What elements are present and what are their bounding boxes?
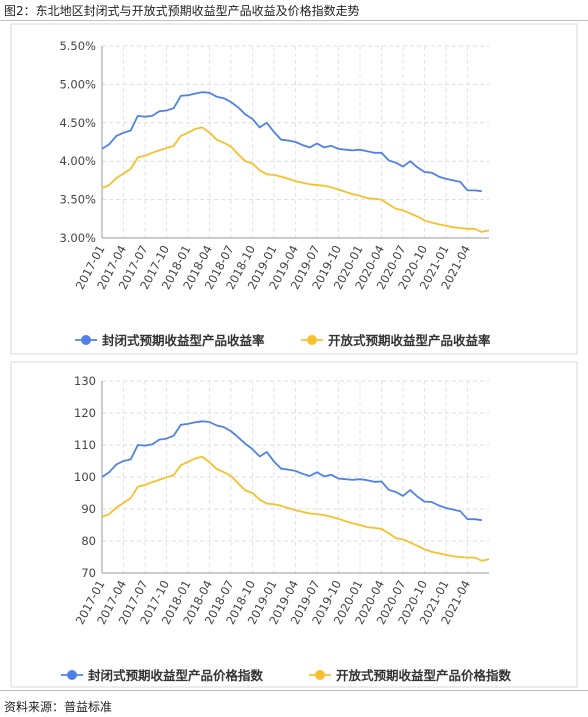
figure-title: 图2：东北地区封闭式与开放式预期收益型产品收益及价格指数走势 bbox=[4, 4, 360, 18]
legend-label-2: 开放式预期收益型产品收益率 bbox=[328, 333, 491, 348]
y-tick-label: 100 bbox=[74, 470, 96, 484]
legend-label-2: 开放式预期收益型产品价格指数 bbox=[336, 668, 512, 683]
y-tick-label: 4.00% bbox=[59, 154, 96, 168]
bottom-rule bbox=[0, 690, 588, 691]
y-tick-label: 90 bbox=[81, 502, 96, 516]
series-line-2 bbox=[101, 455, 490, 562]
legend-marker-1 bbox=[67, 670, 77, 680]
chart-frame bbox=[10, 23, 578, 355]
price-index-chart: 7080901001101201302017-012017-042017-072… bbox=[10, 361, 578, 688]
series-line-1 bbox=[101, 91, 482, 193]
y-tick-label: 5.50% bbox=[59, 39, 96, 53]
yield-rate-chart: 3.00%3.50%4.00%4.50%5.00%5.50%2017-01201… bbox=[10, 23, 578, 355]
y-tick-label: 120 bbox=[74, 406, 96, 420]
y-tick-label: 3.00% bbox=[59, 231, 96, 245]
top-rule bbox=[0, 20, 588, 21]
legend-marker-2 bbox=[315, 670, 325, 680]
source-note: 资料来源：普益标准 bbox=[4, 700, 113, 714]
legend-label-1: 封闭式预期收益型产品价格指数 bbox=[88, 668, 264, 683]
y-tick-label: 5.00% bbox=[59, 77, 96, 91]
chart-frame bbox=[10, 361, 578, 688]
legend-marker-1 bbox=[81, 335, 91, 345]
y-tick-label: 3.50% bbox=[59, 193, 96, 207]
y-tick-label: 80 bbox=[81, 534, 96, 548]
y-tick-label: 70 bbox=[81, 566, 96, 580]
y-tick-label: 110 bbox=[74, 438, 96, 452]
series-line-2 bbox=[101, 126, 490, 233]
y-tick-label: 130 bbox=[74, 374, 96, 388]
legend-marker-2 bbox=[307, 335, 317, 345]
y-tick-label: 4.50% bbox=[59, 116, 96, 130]
series-line-1 bbox=[101, 420, 482, 522]
legend-label-1: 封闭式预期收益型产品收益率 bbox=[102, 333, 265, 348]
